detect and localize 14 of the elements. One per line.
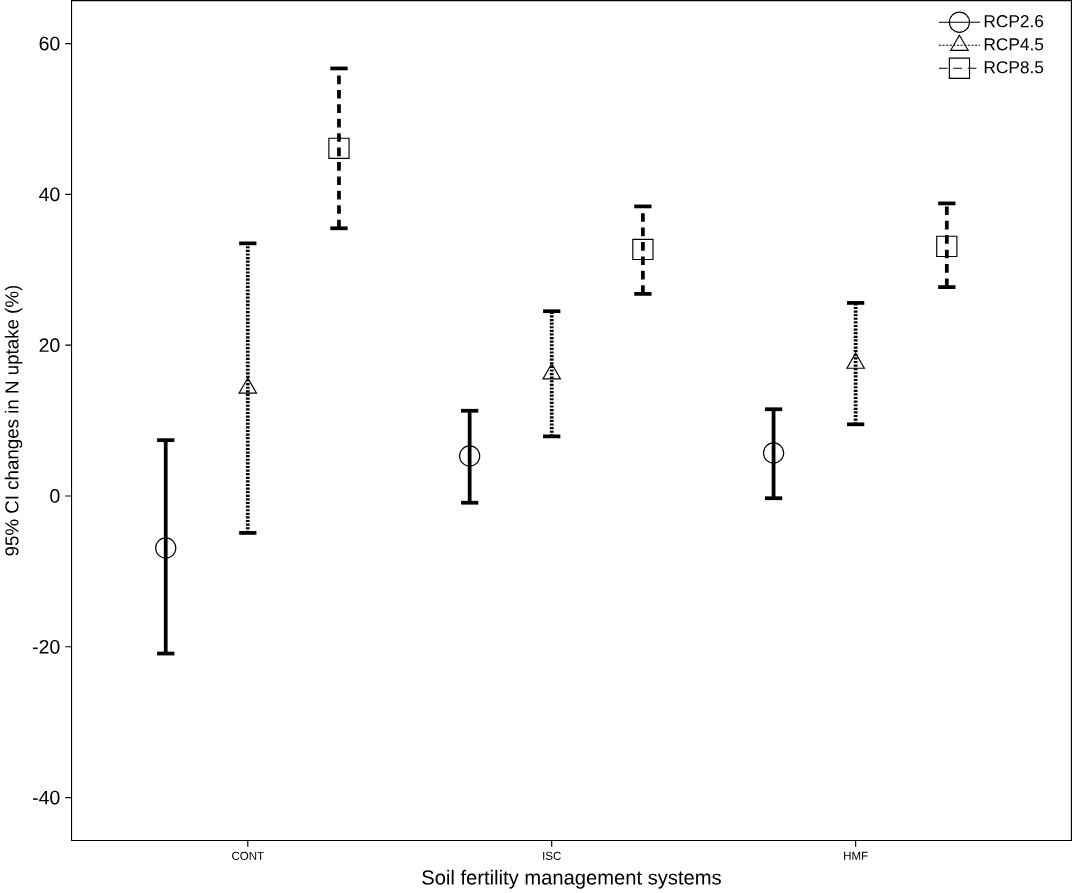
x-axis-title: Soil fertility management systems bbox=[422, 869, 721, 889]
y-tick-label: 40 bbox=[39, 187, 60, 202]
legend-label: RCP4.5 bbox=[984, 37, 1044, 51]
y-tick-label: 20 bbox=[39, 338, 60, 352]
y-tick-label: 0 bbox=[50, 488, 60, 503]
y-tick-label: -20 bbox=[33, 639, 60, 654]
y-tick-label: 60 bbox=[39, 36, 60, 51]
legend-label: RCP2.6 bbox=[984, 14, 1044, 28]
legend-label: RCP8.5 bbox=[984, 60, 1044, 74]
y-axis-title: 95% CI changes in N uptake (%) bbox=[4, 285, 23, 556]
y-tick-label: -40 bbox=[33, 790, 60, 805]
x-tick-label: ISC bbox=[543, 851, 561, 860]
x-tick-label: HMF bbox=[844, 851, 868, 860]
x-tick-label: CONT bbox=[232, 851, 264, 860]
